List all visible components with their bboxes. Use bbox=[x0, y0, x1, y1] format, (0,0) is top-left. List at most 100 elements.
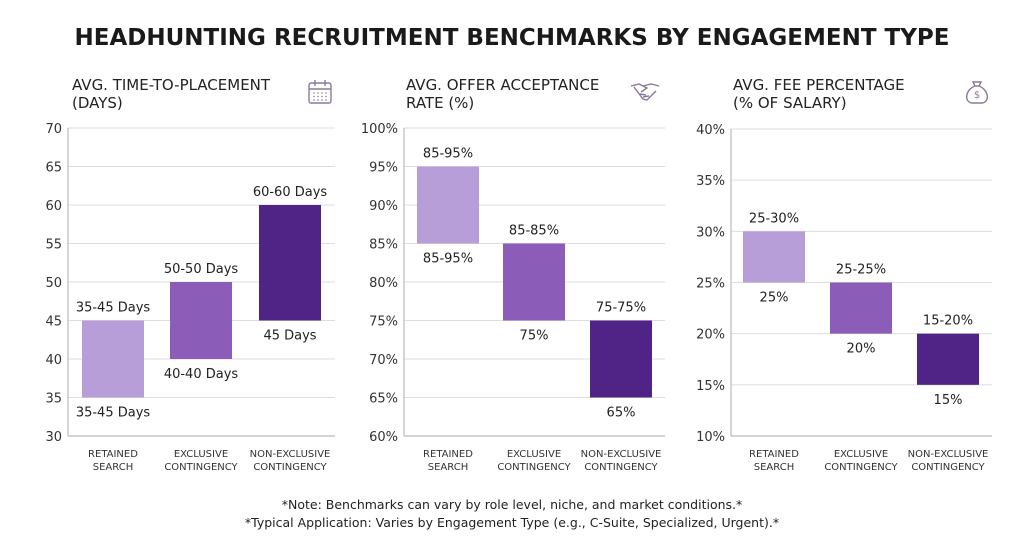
panel-title: RATE (%) bbox=[406, 94, 474, 112]
bar-label-top: 25-30% bbox=[749, 211, 799, 226]
y-tick-label: 10% bbox=[696, 430, 725, 445]
y-tick-label: 100% bbox=[361, 122, 398, 137]
y-tick-label: 95% bbox=[369, 161, 398, 176]
range-bar bbox=[259, 205, 321, 321]
y-tick-label: 60% bbox=[369, 430, 398, 445]
bar-label-top: 50-50 Days bbox=[164, 262, 239, 277]
range-bar bbox=[830, 282, 892, 334]
note-2: *Typical Application: Varies by Engageme… bbox=[245, 515, 779, 530]
range-bar bbox=[503, 243, 565, 321]
y-tick-label: 20% bbox=[696, 328, 725, 343]
chart-panel-1: AVG. TIME-TO-PLACEMENT(DAYS) 30 35 40 45 50 55… bbox=[45, 76, 335, 473]
dollar-sign: $ bbox=[974, 90, 980, 101]
bar-label-top: 60-60 Days bbox=[253, 185, 328, 200]
bar-label-top: 35-45 Days bbox=[76, 301, 151, 316]
calendar-dot bbox=[317, 99, 319, 101]
x-category-label: CONTINGENCY bbox=[164, 462, 238, 473]
range-bar bbox=[743, 231, 805, 283]
calendar-icon bbox=[308, 80, 332, 104]
bar-label-bottom: 75% bbox=[520, 329, 549, 344]
bar-label-bottom: 40-40 Days bbox=[164, 367, 239, 382]
x-category-label: CONTINGENCY bbox=[253, 462, 327, 473]
bar-label-top: 85-85% bbox=[509, 224, 559, 239]
panel-title: AVG. FEE PERCENTAGE bbox=[733, 76, 905, 94]
bar-label-top: 25-25% bbox=[836, 263, 886, 278]
y-tick-label: 45 bbox=[45, 315, 62, 330]
range-bar bbox=[917, 333, 979, 385]
calendar-dot bbox=[321, 99, 323, 101]
range-bar bbox=[417, 166, 479, 244]
bar-label-bottom: 15% bbox=[934, 393, 963, 408]
x-category-label: NON-EXCLUSIVE bbox=[908, 449, 989, 460]
y-tick-label: 65 bbox=[45, 161, 62, 176]
calendar-dot bbox=[321, 95, 323, 98]
range-bar bbox=[82, 320, 144, 398]
x-category-label: NON-EXCLUSIVE bbox=[250, 449, 331, 460]
y-tick-label: 80% bbox=[369, 276, 398, 291]
x-category-label: EXCLUSIVE bbox=[174, 449, 228, 460]
calendar-dot bbox=[317, 92, 319, 94]
x-category-label: NON-EXCLUSIVE bbox=[581, 449, 662, 460]
calendar-dot bbox=[325, 99, 327, 101]
bar-label-top: 15-20% bbox=[923, 314, 973, 329]
x-category-label: CONTINGENCY bbox=[584, 462, 658, 473]
y-tick-label: 70 bbox=[45, 122, 62, 137]
y-tick-label: 40 bbox=[45, 353, 62, 368]
x-category-label: SEARCH bbox=[754, 462, 794, 473]
y-tick-label: 75% bbox=[369, 315, 398, 330]
y-tick-label: 35% bbox=[696, 174, 725, 189]
y-tick-label: 85% bbox=[369, 238, 398, 253]
panel-title: (DAYS) bbox=[72, 94, 123, 112]
figure-title: HEADHUNTING RECRUITMENT BENCHMARKS BY EN… bbox=[75, 25, 950, 51]
y-tick-label: 25% bbox=[696, 277, 725, 292]
bar-label-top: 75-75% bbox=[596, 301, 646, 316]
y-tick-label: 40% bbox=[696, 123, 725, 138]
calendar-dot bbox=[325, 92, 327, 94]
x-category-label: RETAINED bbox=[88, 449, 138, 460]
money-bag-shape bbox=[966, 81, 988, 104]
x-category-label: CONTINGENCY bbox=[497, 462, 571, 473]
bar-label-top: 85-95% bbox=[423, 147, 473, 162]
range-bar bbox=[590, 320, 652, 398]
y-tick-label: 30 bbox=[45, 430, 62, 445]
panel-title: AVG. TIME-TO-PLACEMENT bbox=[72, 76, 271, 94]
bar-label-bottom: 25% bbox=[760, 291, 789, 306]
y-tick-label: 50 bbox=[45, 276, 62, 291]
x-category-label: EXCLUSIVE bbox=[834, 449, 888, 460]
y-tick-label: 35 bbox=[45, 392, 62, 407]
y-tick-label: 90% bbox=[369, 199, 398, 214]
y-tick-label: 70% bbox=[369, 353, 398, 368]
chart-panel-3: AVG. FEE PERCENTAGE(% OF SALARY) $10% 15% 2… bbox=[696, 76, 992, 473]
range-bar bbox=[170, 282, 232, 359]
x-category-label: RETAINED bbox=[423, 449, 473, 460]
handshake-icon bbox=[630, 83, 660, 101]
bar-label-bottom: 45 Days bbox=[263, 329, 316, 344]
calendar-dot bbox=[313, 99, 315, 101]
x-category-label: CONTINGENCY bbox=[824, 462, 898, 473]
panel-title: (% OF SALARY) bbox=[733, 94, 847, 112]
y-tick-label: 30% bbox=[696, 225, 725, 240]
bar-label-bottom: 20% bbox=[847, 342, 876, 357]
calendar-body bbox=[308, 82, 332, 104]
y-tick-label: 15% bbox=[696, 379, 725, 394]
x-category-label: SEARCH bbox=[93, 462, 133, 473]
calendar-dot bbox=[321, 92, 323, 94]
panel-title: AVG. OFFER ACCEPTANCE bbox=[406, 76, 599, 94]
calendar-dot bbox=[317, 95, 319, 98]
y-tick-label: 55 bbox=[45, 238, 62, 253]
money-bag-icon: $ bbox=[966, 81, 988, 104]
y-tick-label: 60 bbox=[45, 199, 62, 214]
calendar-dot bbox=[313, 92, 315, 94]
y-tick-label: 65% bbox=[369, 392, 398, 407]
note-1: *Note: Benchmarks can vary by role level… bbox=[282, 497, 743, 512]
handshake-shape bbox=[630, 83, 660, 101]
x-category-label: EXCLUSIVE bbox=[507, 449, 561, 460]
bar-label-bottom: 85-95% bbox=[423, 252, 473, 267]
x-category-label: CONTINGENCY bbox=[911, 462, 985, 473]
bar-label-bottom: 65% bbox=[607, 406, 636, 421]
calendar-dot bbox=[325, 95, 327, 98]
bar-label-bottom: 35-45 Days bbox=[76, 406, 151, 421]
x-category-label: SEARCH bbox=[428, 462, 468, 473]
